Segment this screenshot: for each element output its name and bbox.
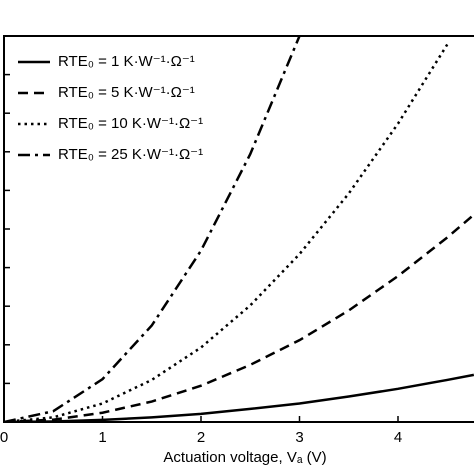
x-tick-label: 4 xyxy=(394,429,402,446)
x-tick-label: 3 xyxy=(295,429,303,446)
legend-label: RTE₀ = 5 K·W⁻¹·Ω⁻¹ xyxy=(58,84,195,101)
plot-frame xyxy=(3,35,474,423)
x-tick-label: 0 xyxy=(0,429,8,446)
line-series xyxy=(4,43,449,422)
legend-label: RTE₀ = 25 K·W⁻¹·Ω⁻¹ xyxy=(58,146,203,163)
line-series xyxy=(4,36,301,422)
line-series xyxy=(4,373,474,422)
x-axis-label: Actuation voltage, Vₐ (V) xyxy=(163,449,326,466)
x-tick-label: 1 xyxy=(98,429,106,446)
legend-label: RTE₀ = 1 K·W⁻¹·Ω⁻¹ xyxy=(58,53,195,70)
line-series xyxy=(4,213,474,422)
x-tick-label: 2 xyxy=(197,429,205,446)
legend-label: RTE₀ = 10 K·W⁻¹·Ω⁻¹ xyxy=(58,115,203,132)
